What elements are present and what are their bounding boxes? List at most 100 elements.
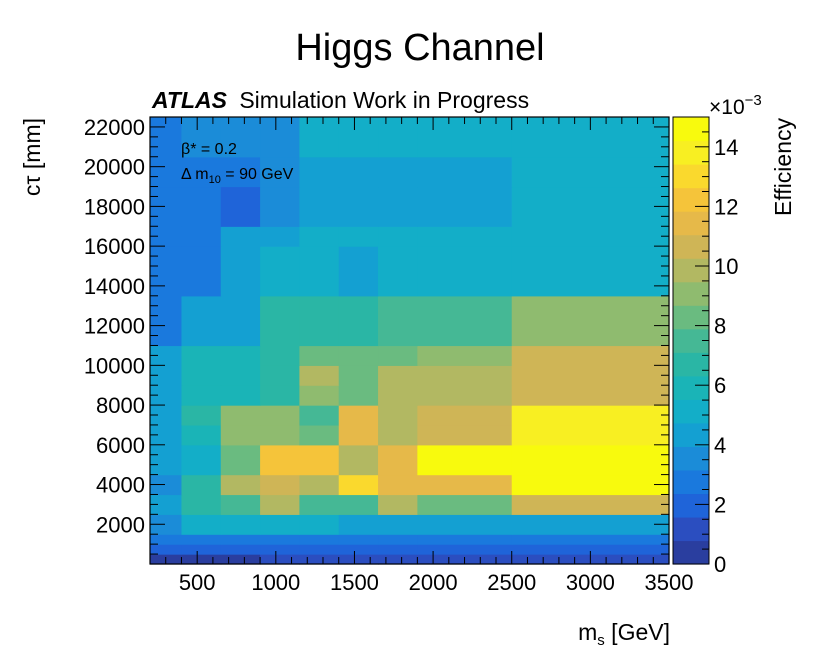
heatmap-cell [150,474,183,496]
heatmap-cell [511,186,670,227]
heatmap-cell [338,156,379,188]
heatmap-cell [417,186,513,227]
heatmap-cell [338,186,379,227]
x-tick-label: 1500 [330,570,379,595]
heatmap-cell [181,246,222,297]
chart-title: Higgs Channel [295,27,544,69]
x-axis-ticks: 500 1000 1500 2000 2500 3000 3500 [165,117,694,595]
heatmap-cell [150,544,183,555]
heatmap-cell [378,345,418,366]
heatmap-cell [338,405,379,426]
heatmap-cell [299,246,340,297]
x-tick-label: 3500 [645,570,694,595]
heatmap-cell [338,424,379,446]
heatmap-cell [150,365,183,386]
heatmap-cell [511,365,670,386]
heatmap-cell [150,405,183,426]
heatmap-cell [299,405,340,426]
atlas-label-bold: ATLAS [151,87,228,113]
heatmap-cell [417,444,513,476]
colorbar-band [673,117,709,142]
heatmap-cell [220,385,261,406]
colorbar-band [673,281,709,306]
heatmap-cell [299,544,340,555]
heatmap-cell [511,385,670,406]
y-tick-label: 12000 [84,314,145,339]
colorbar-tick-label: 14 [714,135,738,160]
heatmap-cell [181,117,222,158]
heatmap-cell [338,117,379,158]
annotation-delta-m-symbol: Δ m [181,166,209,183]
heatmap-cell [150,494,183,515]
y-tick-label: 2000 [96,512,145,537]
heatmap-cell [260,186,301,227]
heatmap-cell [299,514,340,535]
heatmap-cell [338,345,379,366]
heatmap-cell [378,494,418,515]
heatmap-cell [220,554,261,565]
heatmap-cell [260,514,301,535]
heatmap-cell [220,444,261,476]
heatmap-cell [299,226,340,247]
heatmap-cell [181,424,222,446]
heatmap-cell [299,554,340,565]
colorbar-ticks: 0 2 4 6 8 10 12 14 [695,131,738,577]
heatmap-cell [220,474,261,496]
heatmap-cell [150,444,183,476]
heatmap-cell [511,405,670,426]
colorbar-band [673,211,709,236]
colorbar-band [673,352,709,377]
colorbar-tick-label: 10 [714,254,738,279]
colorbar-tick-label: 12 [714,194,738,219]
heatmap-cell [378,474,418,496]
heatmap-cell [417,345,513,366]
colorbar-tick-label: 6 [714,373,726,398]
heatmap-cell [150,156,183,188]
colorbar-tick-label: 0 [714,552,726,577]
colorbar-tick-label: 4 [714,433,726,458]
heatmap-cell [260,226,301,247]
y-tick-label: 20000 [84,155,145,180]
x-tick-label: 2500 [487,570,536,595]
heatmap-cell [220,544,261,555]
heatmap-cell [378,554,418,565]
heatmap-cell [378,186,418,227]
heatmap-cell [181,474,222,496]
y-tick-label: 10000 [84,353,145,378]
y-tick-label: 22000 [84,115,145,140]
heatmap-cell [181,345,222,366]
heatmap-cell [299,117,340,158]
colorbar-tick-label: 8 [714,314,726,339]
heatmap-cell [299,385,340,406]
heatmap-cell [511,494,670,515]
heatmap-cell [299,474,340,496]
heatmap-cell [511,226,670,247]
heatmap-cell [417,226,513,247]
y-tick-label: 8000 [96,393,145,418]
heatmap-cell [150,226,183,247]
heatmap-cells [150,117,670,565]
y-tick-label: 18000 [84,194,145,219]
heatmap-cell [260,345,301,366]
heatmap-cell [378,226,418,247]
heatmap-cell [338,474,379,496]
heatmap-cell [378,117,418,158]
heatmap-cell [299,365,340,386]
heatmap-cell [260,365,301,386]
heatmap-cell [181,365,222,386]
colorbar-label: Efficiency [770,118,796,217]
heatmap-cell [378,246,418,297]
heatmap-cell [417,474,513,496]
heatmap-cell [511,156,670,188]
y-axis-ticks: 2000 4000 6000 8000 10000 12000 14000 16000 1800… [84,115,669,555]
colorbar-tick-label: 2 [714,492,726,517]
x-tick-label: 1000 [251,570,300,595]
heatmap-cell [260,554,301,565]
heatmap-cell [181,156,222,188]
heatmap-cell [299,444,340,476]
colorbar-exponent: ×10−3 [709,92,762,119]
heatmap-cell [338,246,379,297]
heatmap-cell [417,405,513,426]
heatmap-cell [378,405,418,426]
heatmap-cell [220,246,261,297]
